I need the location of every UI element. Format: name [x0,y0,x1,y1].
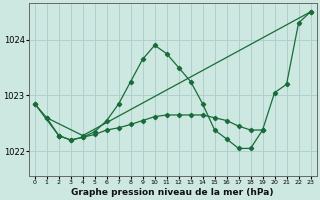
X-axis label: Graphe pression niveau de la mer (hPa): Graphe pression niveau de la mer (hPa) [71,188,274,197]
